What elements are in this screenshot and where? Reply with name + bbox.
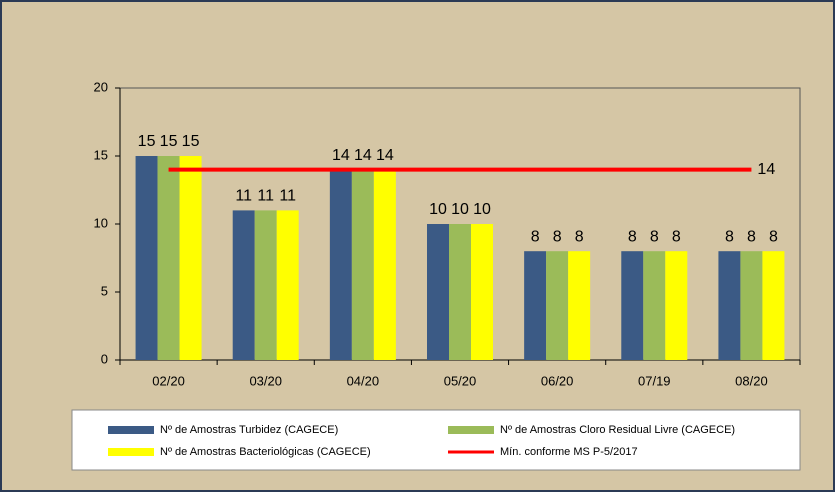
data-label: 10 xyxy=(429,201,447,218)
data-label: 8 xyxy=(769,228,778,245)
x-tick-label: 02/20 xyxy=(152,373,185,388)
bar xyxy=(524,251,547,360)
data-label: 8 xyxy=(747,228,756,245)
data-label: 14 xyxy=(332,147,350,164)
x-tick-label: 05/20 xyxy=(444,373,477,388)
bar xyxy=(254,210,277,360)
bar xyxy=(665,251,688,360)
data-label: 14 xyxy=(354,147,372,164)
bar xyxy=(276,210,299,360)
legend-swatch xyxy=(448,426,494,434)
x-tick-label: 07/19 xyxy=(638,373,671,388)
bar xyxy=(718,251,741,360)
data-label: 15 xyxy=(160,133,178,150)
bar xyxy=(762,251,785,360)
legend-swatch xyxy=(108,448,154,456)
data-label: 8 xyxy=(725,228,734,245)
x-tick-label: 04/20 xyxy=(347,373,380,388)
data-label: 15 xyxy=(138,133,156,150)
y-tick-label: 10 xyxy=(94,215,108,230)
bar xyxy=(329,169,352,360)
bar xyxy=(471,224,493,360)
data-label: 8 xyxy=(575,228,584,245)
x-tick-label: 08/20 xyxy=(735,373,768,388)
bar xyxy=(427,224,449,360)
data-label: 11 xyxy=(279,188,296,205)
data-label: 15 xyxy=(182,133,200,150)
bar xyxy=(449,224,471,360)
y-tick-label: 5 xyxy=(101,283,108,298)
bar xyxy=(351,169,374,360)
bar xyxy=(568,251,591,360)
bar xyxy=(135,156,158,360)
data-label: 8 xyxy=(553,228,562,245)
bar xyxy=(232,210,255,360)
y-tick-label: 20 xyxy=(94,79,108,94)
data-label: 11 xyxy=(235,188,252,205)
legend-label: Nº de Amostras Turbidez (CAGECE) xyxy=(160,424,338,436)
data-label: 14 xyxy=(757,161,775,178)
data-label: 11 xyxy=(257,188,274,205)
bar xyxy=(740,251,763,360)
x-tick-label: 06/20 xyxy=(541,373,574,388)
bar xyxy=(373,169,396,360)
bar xyxy=(643,251,666,360)
data-label: 8 xyxy=(650,228,659,245)
legend-label: Nº de Amostras Cloro Residual Livre (CAG… xyxy=(500,424,735,436)
data-label: 10 xyxy=(473,201,491,218)
y-tick-label: 15 xyxy=(94,147,108,162)
legend xyxy=(71,409,801,471)
legend-swatch xyxy=(108,426,154,434)
legend-label: Nº de Amostras Bacteriológicas (CAGECE) xyxy=(160,446,371,458)
y-tick-label: 0 xyxy=(101,351,108,366)
data-label: 10 xyxy=(451,201,469,218)
bar xyxy=(621,251,644,360)
data-label: 14 xyxy=(376,147,394,164)
data-label: 8 xyxy=(531,228,540,245)
data-label: 8 xyxy=(672,228,681,245)
legend-label: Mín. conforme MS P-5/2017 xyxy=(500,446,638,458)
data-label: 8 xyxy=(628,228,637,245)
bar xyxy=(179,156,202,360)
bar xyxy=(157,156,180,360)
x-tick-label: 03/20 xyxy=(249,373,282,388)
bar xyxy=(546,251,569,360)
